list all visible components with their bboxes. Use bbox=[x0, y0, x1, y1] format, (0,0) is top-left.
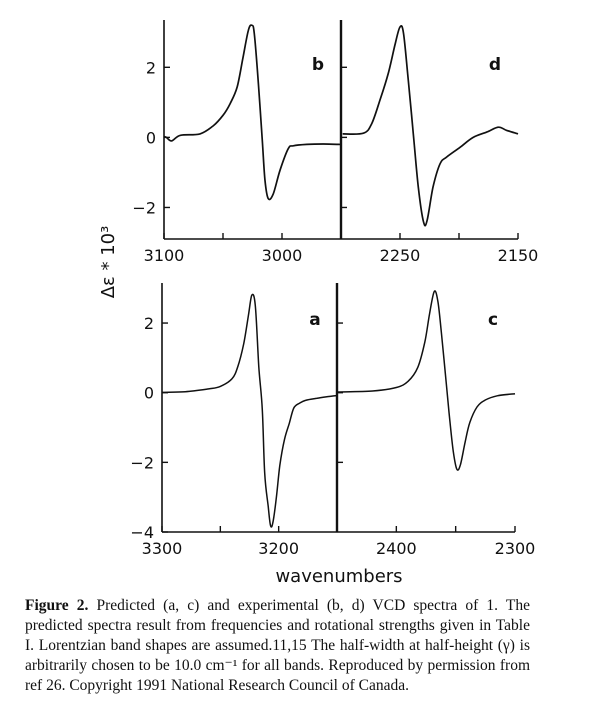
y-tick-label: −2 bbox=[132, 198, 156, 217]
x-tick-label: 2400 bbox=[376, 539, 417, 558]
y-tick-label: −2 bbox=[130, 453, 154, 472]
x-tick-label: 3100 bbox=[144, 246, 185, 265]
spectrum-line-d bbox=[342, 25, 519, 227]
y-tick-label: −4 bbox=[130, 523, 154, 542]
panel-label: b bbox=[312, 55, 324, 75]
x-tick-label: 3000 bbox=[262, 246, 303, 265]
y-tick-label: 2 bbox=[144, 314, 154, 333]
x-tick-label: 2250 bbox=[380, 246, 421, 265]
x-tick-label: 3200 bbox=[258, 539, 299, 558]
x-tick-label: 2150 bbox=[498, 246, 539, 265]
x-axis-title: wavenumbers bbox=[275, 566, 402, 587]
x-tick-label: 2300 bbox=[495, 539, 536, 558]
y-axis-title: Δε * 10³ bbox=[98, 226, 119, 299]
panel-label: a bbox=[309, 310, 320, 330]
y-tick-label: 2 bbox=[146, 58, 156, 77]
y-tick-label: 0 bbox=[146, 128, 156, 147]
panel-label: d bbox=[489, 55, 501, 75]
spectrum-line-a bbox=[161, 293, 338, 528]
y-tick-label: 0 bbox=[144, 384, 154, 403]
x-tick-label: 3300 bbox=[142, 539, 183, 558]
caption-text: Predicted (a, c) and experimental (b, d)… bbox=[25, 597, 530, 694]
spectrum-line-c bbox=[336, 290, 516, 471]
panel-label: c bbox=[488, 310, 498, 330]
spectrum-line-b bbox=[163, 24, 342, 201]
figure-caption: Figure 2. Predicted (a, c) and experimen… bbox=[25, 596, 530, 696]
caption-label: Figure 2. bbox=[25, 597, 89, 614]
